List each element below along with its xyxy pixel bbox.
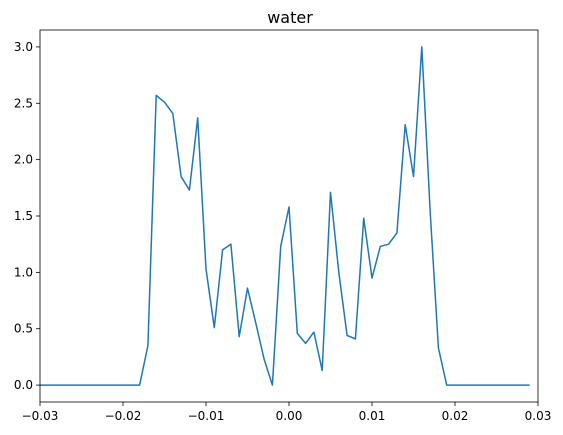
x-axis: −0.03 −0.02 −0.01 0.00 0.01 0.02 0.03 bbox=[22, 402, 552, 423]
x-tick-label: 0.03 bbox=[525, 409, 552, 423]
chart-title: water bbox=[267, 8, 313, 27]
x-tick-label: 0.00 bbox=[276, 409, 303, 423]
plot-area bbox=[39, 29, 539, 403]
x-tick-label: −0.01 bbox=[188, 409, 225, 423]
x-tick-label: 0.02 bbox=[442, 409, 469, 423]
y-axis: 0.0 0.5 1.0 1.5 2.0 2.5 3.0 bbox=[14, 40, 40, 392]
y-tick-label: 0.5 bbox=[14, 322, 33, 336]
y-tick-label: 1.5 bbox=[14, 209, 33, 223]
x-tick-label: 0.01 bbox=[359, 409, 386, 423]
y-tick-label: 2.5 bbox=[14, 96, 33, 110]
y-tick-label: 1.0 bbox=[14, 265, 33, 279]
series-line-0 bbox=[40, 46, 530, 386]
y-tick-label: 3.0 bbox=[14, 40, 33, 54]
x-tick-label: −0.02 bbox=[105, 409, 142, 423]
y-tick-label: 2.0 bbox=[14, 153, 33, 167]
y-tick-label: 0.0 bbox=[14, 378, 33, 392]
x-tick-label: −0.03 bbox=[22, 409, 59, 423]
